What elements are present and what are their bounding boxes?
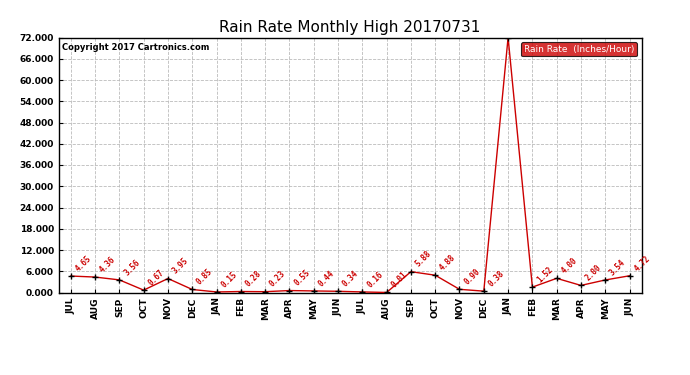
Text: 0.44: 0.44 — [317, 269, 336, 288]
Text: 1.52: 1.52 — [535, 265, 555, 284]
Title: Rain Rate Monthly High 20170731: Rain Rate Monthly High 20170731 — [219, 20, 481, 35]
Text: 0.55: 0.55 — [293, 268, 312, 288]
Text: 4.72: 4.72 — [632, 254, 652, 273]
Text: 3.54: 3.54 — [608, 258, 627, 277]
Text: 0.38: 0.38 — [486, 269, 506, 288]
Text: 2.00: 2.00 — [584, 263, 603, 283]
Text: 0.01: 0.01 — [389, 270, 409, 290]
Text: 0.16: 0.16 — [365, 270, 384, 289]
Text: 0.34: 0.34 — [341, 269, 360, 288]
Text: 4.65: 4.65 — [74, 254, 93, 273]
Text: 4.36: 4.36 — [98, 255, 117, 274]
Text: 3.56: 3.56 — [122, 258, 141, 277]
Text: 0.67: 0.67 — [146, 268, 166, 287]
Text: 0.85: 0.85 — [195, 267, 215, 287]
Text: 0.90: 0.90 — [462, 267, 482, 286]
Text: 0.15: 0.15 — [219, 270, 239, 289]
Text: 4.00: 4.00 — [560, 256, 579, 276]
Text: Copyright 2017 Cartronics.com: Copyright 2017 Cartronics.com — [61, 43, 209, 52]
Text: 5.88: 5.88 — [414, 249, 433, 269]
Text: 3.95: 3.95 — [170, 256, 190, 276]
Text: 4.88: 4.88 — [438, 253, 457, 273]
Text: 0.23: 0.23 — [268, 270, 287, 289]
Legend: Rain Rate  (Inches/Hour): Rain Rate (Inches/Hour) — [522, 42, 637, 56]
Text: 0.28: 0.28 — [244, 269, 263, 289]
